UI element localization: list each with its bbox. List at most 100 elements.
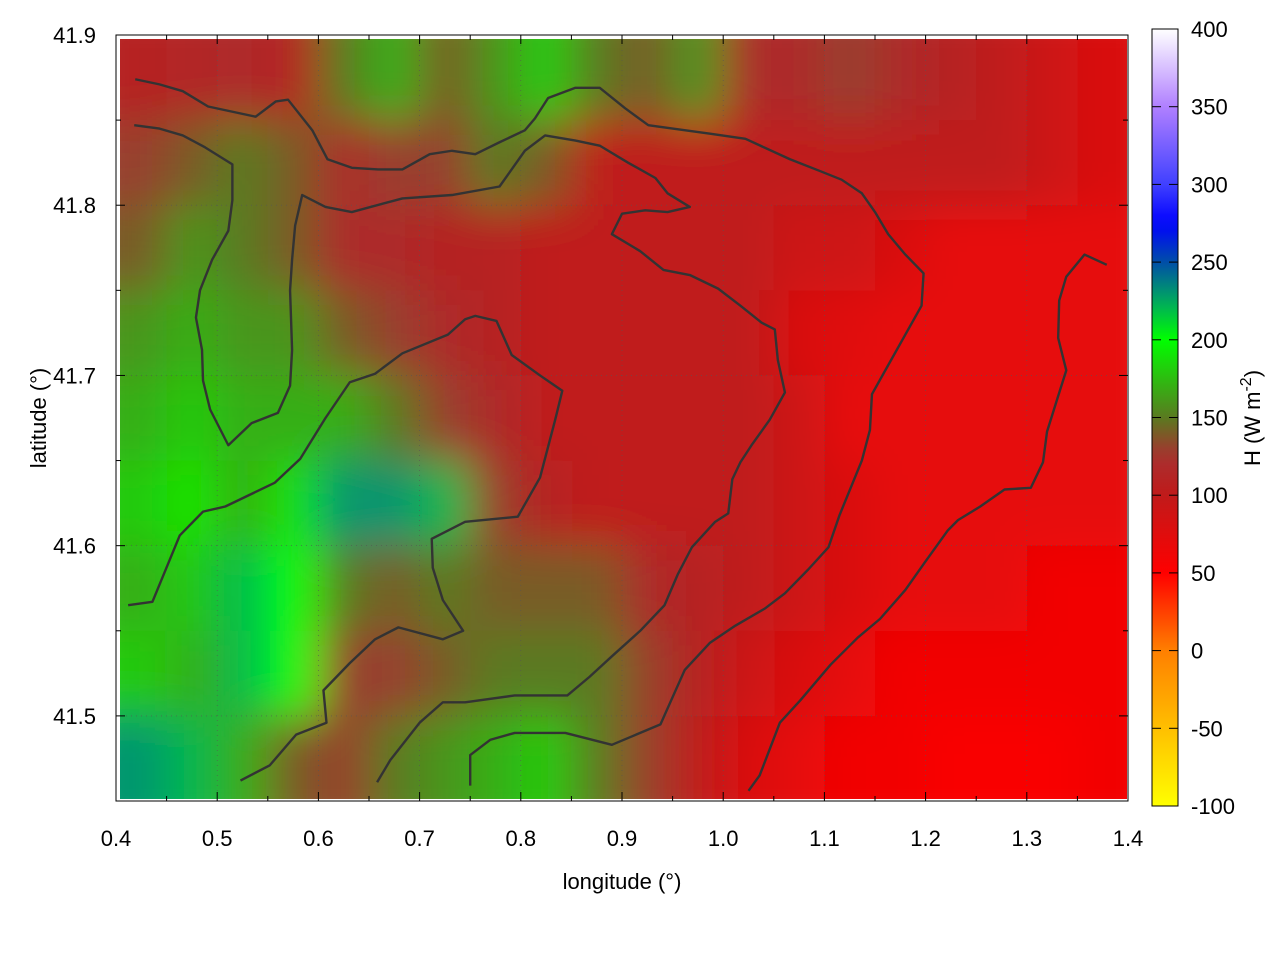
heatmap-cell	[773, 715, 826, 799]
y-tick-label: 41.6	[53, 534, 96, 559]
heatmap-cell	[369, 715, 421, 799]
heatmap-cell	[520, 375, 573, 462]
heatmap-cell	[217, 205, 269, 292]
heatmap-cell	[520, 205, 573, 292]
heatmap-cell	[520, 715, 573, 799]
heatmap-cell	[773, 630, 826, 717]
heatmap-cell	[824, 39, 876, 122]
heatmap-cell	[875, 715, 927, 799]
contour-lines	[127, 78, 1108, 792]
heatmap-cell	[622, 715, 674, 799]
heatmap-cell	[1077, 290, 1127, 377]
heatmap-cell	[824, 290, 876, 377]
heatmap-cell	[875, 460, 927, 547]
heatmap-cell	[217, 715, 269, 799]
heatmap-cell	[824, 715, 876, 799]
colorbar-tick-label: 250	[1191, 250, 1228, 275]
heatmap-cell	[723, 715, 775, 799]
heatmap-cell	[166, 460, 219, 547]
heatmap-cell	[571, 460, 623, 547]
x-tick-label: 0.8	[506, 826, 537, 851]
x-tick-label: 1.2	[910, 826, 941, 851]
contour-line	[134, 124, 787, 783]
heatmap-cell	[1077, 545, 1127, 632]
heatmap-cell	[1077, 460, 1127, 547]
heatmap-cell	[369, 375, 421, 462]
heatmap-cell	[875, 545, 927, 632]
heatmap-cell	[622, 375, 674, 462]
colorbar-tick-label: 300	[1191, 172, 1228, 197]
heatmap-cell	[120, 120, 168, 207]
heatmap-cell	[976, 39, 1028, 122]
contour-line	[127, 314, 564, 782]
heatmap-cell	[120, 630, 168, 717]
heatmap-cell	[520, 545, 573, 632]
heatmap-cell	[1077, 39, 1127, 122]
heatmap-cell	[419, 39, 472, 122]
heatmap-cell	[166, 545, 219, 632]
heatmap-cell	[723, 630, 775, 717]
x-tick-label: 1.1	[809, 826, 840, 851]
colorbar-tick-label: 100	[1191, 483, 1228, 508]
heatmap-cell	[369, 205, 421, 292]
heatmap-cell	[470, 545, 522, 632]
heatmap-cell	[976, 630, 1028, 717]
heatmap-cell	[976, 715, 1028, 799]
heatmap-cell	[976, 290, 1028, 377]
heatmap-cell	[217, 39, 269, 122]
heatmap-cell	[419, 375, 472, 462]
heatmap-cell	[520, 460, 573, 547]
heatmap-cell	[120, 39, 168, 122]
heatmap-cell	[672, 715, 725, 799]
heatmap-cell	[369, 460, 421, 547]
heatmap-cell	[1026, 715, 1079, 799]
heatmap-cell	[520, 630, 573, 717]
heatmap-cell	[622, 290, 674, 377]
heatmap-cell	[470, 290, 522, 377]
x-axis-ticks: 0.4 0.5 0.6 0.7 0.8 0.9 1.0 1.1 1.2 1.3 1.4	[101, 35, 1143, 851]
heatmap-cell	[318, 545, 370, 632]
heatmap-cell	[723, 290, 775, 377]
heatmap-cell	[824, 545, 876, 632]
heatmap-cell	[1026, 630, 1079, 717]
x-axis-label: longitude (°)	[563, 869, 682, 894]
heatmap-cell	[419, 120, 472, 207]
heatmap-cells	[120, 39, 1127, 799]
colorbar-tick-label: 350	[1191, 95, 1228, 120]
heatmap-cell	[976, 545, 1028, 632]
heatmap-cell	[166, 120, 219, 207]
heatmap-cell	[672, 545, 725, 632]
contour-line	[747, 253, 1108, 792]
heatmap-cell	[267, 715, 320, 799]
heatmap-cell	[520, 120, 573, 207]
colorbar-tick-label: 50	[1191, 561, 1215, 586]
heatmap-cell	[571, 120, 623, 207]
x-tick-label: 0.6	[303, 826, 334, 851]
heatmap-cell	[1077, 715, 1127, 799]
heatmap-cell	[166, 205, 219, 292]
heatmap-cell	[166, 290, 219, 377]
heatmap-cell	[672, 630, 725, 717]
y-axis-label: latitude (°)	[26, 368, 51, 469]
heatmap-cell	[925, 290, 978, 377]
heatmap-cell	[1026, 375, 1079, 462]
heatmap-cell	[723, 120, 775, 207]
heatmap-cell	[1026, 120, 1079, 207]
heatmap-cell	[470, 205, 522, 292]
heatmap-cell	[267, 545, 320, 632]
heatmap-cell	[672, 39, 725, 122]
heatmap-cell	[672, 290, 725, 377]
heatmap-cell	[318, 715, 370, 799]
heatmap-cell	[267, 460, 320, 547]
colorbar-tick-label: 150	[1191, 406, 1228, 431]
heatmap-cell	[622, 630, 674, 717]
y-tick-label: 41.5	[53, 704, 96, 729]
heatmap-cell	[217, 460, 269, 547]
heatmap-cell	[1026, 460, 1079, 547]
heatmap-cell	[267, 375, 320, 462]
heatmap-cell	[925, 545, 978, 632]
x-tick-label: 0.9	[607, 826, 638, 851]
heatmap-cell	[723, 39, 775, 122]
heatmap-cell	[419, 205, 472, 292]
heatmap-cell	[318, 39, 370, 122]
